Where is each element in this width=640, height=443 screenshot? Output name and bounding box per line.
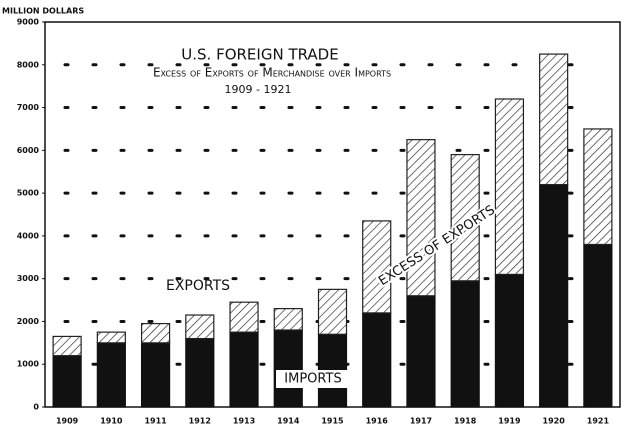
x-tick-label: 1917	[410, 417, 432, 426]
y-tick-label: 4000	[17, 231, 40, 240]
y-axis-label: Million Dollars	[2, 7, 84, 16]
bar-segment	[96, 342, 126, 408]
bar-segment	[583, 243, 613, 408]
chart-period: 1909 - 1921	[225, 83, 292, 96]
bar-segment	[229, 301, 259, 333]
bar-segment	[52, 335, 82, 357]
bar-segment	[362, 220, 392, 314]
bar-segment	[96, 331, 126, 344]
bar-segment	[140, 322, 171, 344]
y-tick-label: 6000	[17, 146, 40, 155]
bar-segment	[450, 154, 480, 282]
bar-segment	[229, 331, 259, 408]
bar-segment	[494, 273, 525, 408]
x-tick-label: 1913	[233, 417, 255, 426]
y-tick-label: 3000	[17, 274, 40, 283]
bar-segment	[450, 280, 480, 408]
bar-segment	[317, 288, 348, 335]
x-tick-label: 1911	[144, 417, 167, 426]
x-tick-label: 1921	[587, 417, 610, 426]
x-tick-label: 1910	[100, 417, 123, 426]
bar-segment	[140, 342, 171, 408]
y-tick-label: 0	[33, 403, 39, 412]
x-tick-label: 1919	[498, 417, 521, 426]
annotation: Exports	[166, 278, 230, 294]
bar-segment	[406, 139, 436, 297]
x-tick-label: 1920	[543, 417, 566, 426]
chart-subtitle: Excess of Exports of Merchandise over Im…	[153, 66, 391, 80]
x-tick-label: 1916	[366, 417, 389, 426]
y-tick-label: 9000	[17, 18, 40, 27]
bar-segment	[185, 337, 215, 408]
y-tick-label: 8000	[17, 60, 40, 69]
y-tick-label: 7000	[17, 103, 40, 112]
bar-segment	[52, 355, 82, 408]
bar-segment	[362, 312, 392, 408]
bar-segment	[273, 308, 303, 331]
label-box	[276, 370, 350, 388]
bar-segment	[539, 183, 569, 408]
x-tick-label: 1912	[189, 417, 211, 426]
series-label: Imports	[284, 372, 341, 387]
bar-segment	[406, 295, 436, 408]
bar-segment	[583, 128, 613, 246]
x-tick-label: 1914	[277, 417, 300, 426]
y-tick-label: 2000	[17, 317, 40, 326]
bar-segment	[185, 314, 215, 340]
bar-segment	[273, 329, 303, 408]
y-tick-label: 1000	[17, 360, 40, 369]
y-tick-label: 5000	[17, 189, 40, 198]
x-tick-label: 1918	[454, 417, 477, 426]
bar-segment	[539, 53, 569, 186]
x-tick-label: 1909	[56, 417, 79, 426]
x-tick-label: 1915	[321, 417, 344, 426]
bar-segment	[494, 98, 525, 275]
chart-title: U.S. Foreign Trade	[181, 46, 338, 64]
